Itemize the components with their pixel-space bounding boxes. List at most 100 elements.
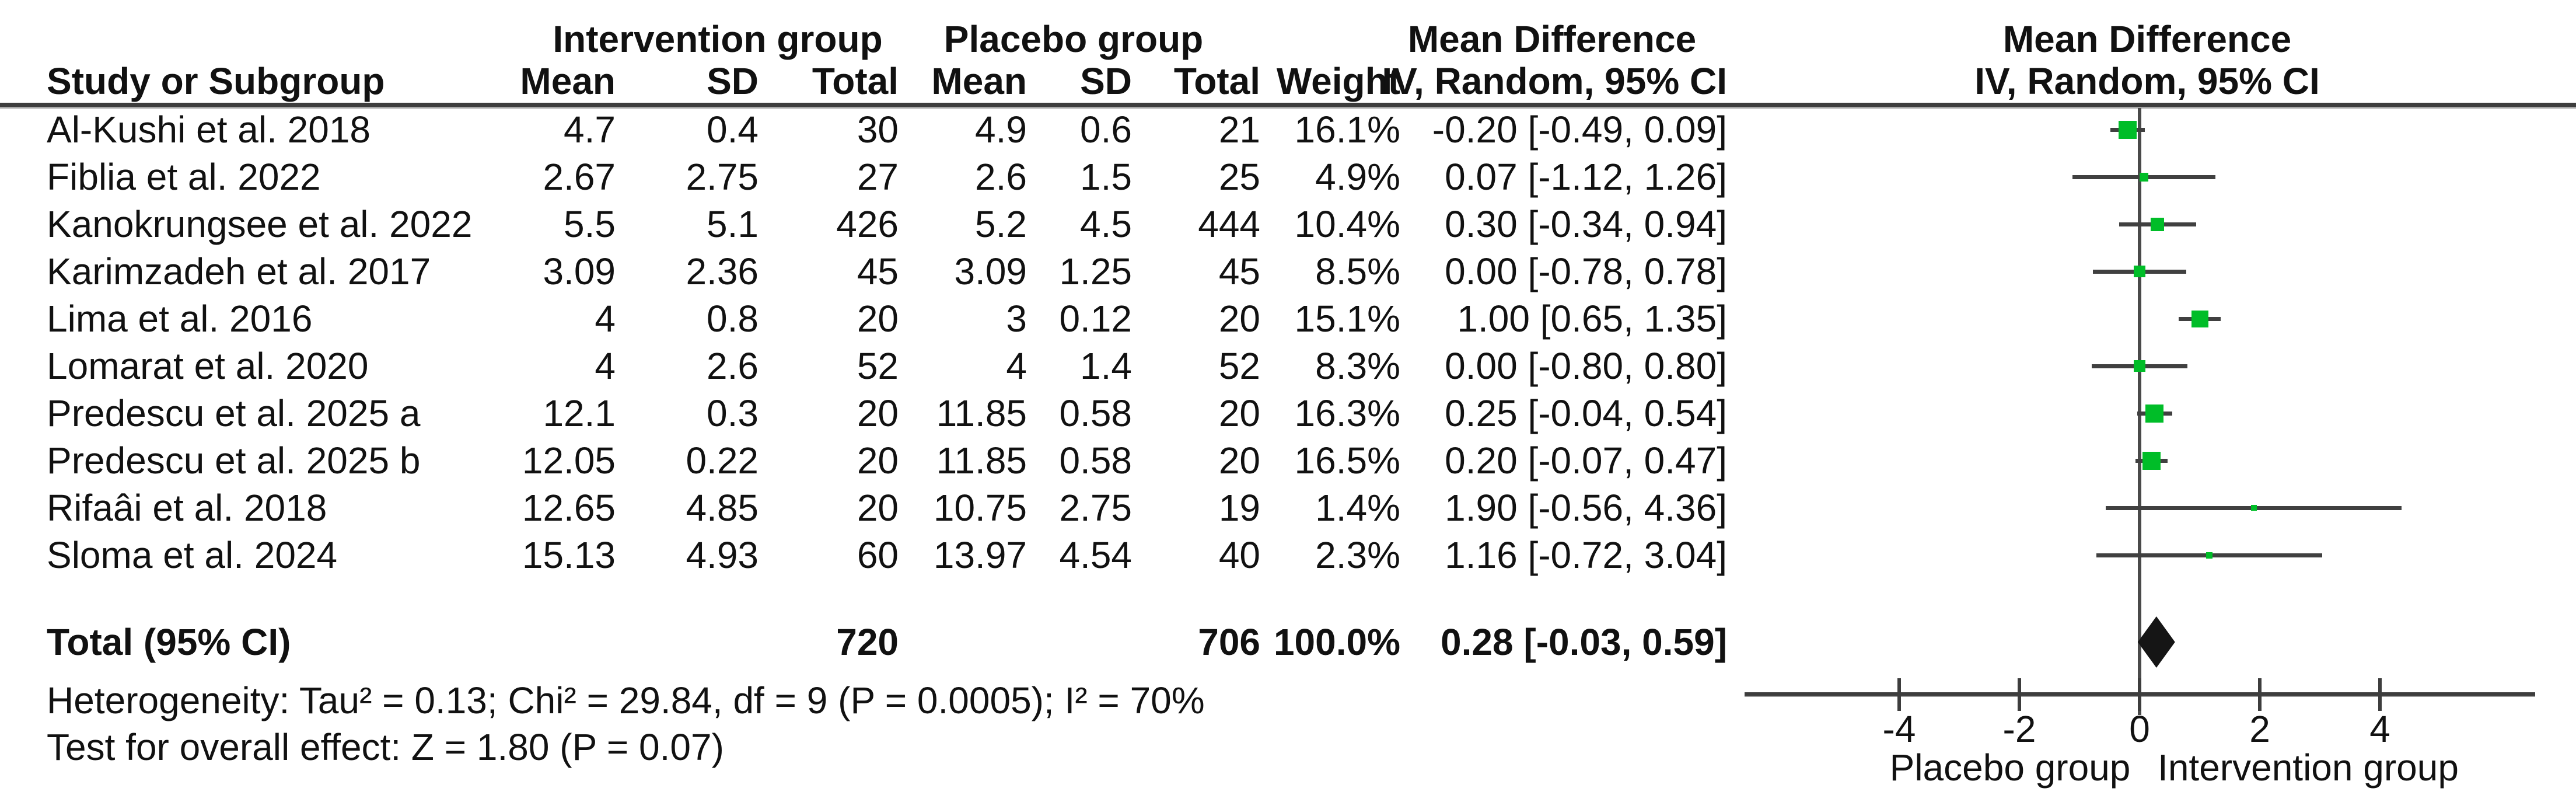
study-row-sd2: 0.6 [1080, 109, 1132, 151]
point-estimate-marker [2142, 451, 2161, 470]
study-row-total2: 20 [1218, 440, 1260, 482]
point-estimate-marker [2134, 360, 2145, 372]
point-estimate-marker [2191, 310, 2208, 327]
study-row-name: Predescu et al. 2025 b [47, 440, 421, 482]
study-row-ci_label: 1.90 [-0.56, 4.36] [1445, 487, 1727, 529]
study-row-sd2: 1.4 [1080, 345, 1132, 387]
study-row-ci_label: -0.20 [-0.49, 0.09] [1432, 109, 1727, 151]
point-estimate-marker [2151, 217, 2165, 231]
study-row-mean1: 15.13 [522, 534, 616, 576]
study-row-name: Predescu et al. 2025 a [47, 392, 421, 434]
study-row-sd1: 2.6 [707, 345, 759, 387]
point-estimate-marker [2134, 266, 2145, 277]
x-axis-tick [2138, 678, 2141, 711]
study-row-ci_label: 1.16 [-0.72, 3.04] [1445, 534, 1727, 576]
study-row-total2: 20 [1218, 392, 1260, 434]
column-header-mean-placebo: Mean [931, 60, 1027, 102]
header-divider-line [0, 103, 2576, 109]
study-row-total1: 30 [857, 109, 899, 151]
study-row-mean1: 3.09 [543, 250, 616, 292]
study-row-sd2: 4.5 [1080, 203, 1132, 245]
x-axis-tick [2378, 678, 2382, 711]
column-header-mean-intervention: Mean [520, 60, 616, 102]
study-row-sd1: 4.93 [686, 534, 759, 576]
study-row-weight: 2.3% [1315, 534, 1400, 576]
study-row-sd2: 0.58 [1059, 440, 1132, 482]
effect-column-header-line2: IV, Random, 95% CI [1382, 60, 1727, 102]
study-row-sd1: 0.3 [707, 392, 759, 434]
plot-header-line1: Mean Difference [2002, 18, 2292, 60]
study-row-total1: 27 [857, 156, 899, 198]
study-row-total1: 20 [857, 440, 899, 482]
x-axis-tick-label: -2 [2002, 708, 2036, 750]
study-row-total1: 426 [836, 203, 899, 245]
study-row-mean1: 2.67 [543, 156, 616, 198]
study-row-total1: 20 [857, 487, 899, 529]
study-row-weight: 15.1% [1294, 298, 1400, 340]
x-axis-tick [2018, 678, 2021, 711]
column-header-study: Study or Subgroup [47, 60, 385, 102]
total-row-weight: 100.0% [1273, 621, 1400, 663]
study-row-total2: 45 [1218, 250, 1260, 292]
study-row-name: Rifaâi et al. 2018 [47, 487, 327, 529]
axis-label-placebo-group: Placebo group [1889, 747, 2131, 789]
study-row-name: Fiblia et al. 2022 [47, 156, 321, 198]
study-row-weight: 16.3% [1294, 392, 1400, 434]
study-row-mean2: 4 [1006, 345, 1027, 387]
group-header-intervention: Intervention group [553, 18, 883, 60]
x-axis-tick-label: 4 [2369, 708, 2390, 750]
group-header-placebo: Placebo group [943, 18, 1204, 60]
study-row-mean2: 4.9 [975, 109, 1027, 151]
study-row-sd1: 0.4 [707, 109, 759, 151]
column-header-total-placebo: Total [1173, 60, 1260, 102]
study-row-name: Al-Kushi et al. 2018 [47, 109, 371, 151]
total-row-ci_label: 0.28 [-0.03, 0.59] [1441, 621, 1727, 663]
study-row-mean1: 5.5 [564, 203, 616, 245]
study-row-weight: 16.5% [1294, 440, 1400, 482]
study-row-ci_label: 0.30 [-0.34, 0.94] [1445, 203, 1727, 245]
study-row-mean2: 3 [1006, 298, 1027, 340]
study-row-sd2: 2.75 [1059, 487, 1132, 529]
study-row-weight: 8.5% [1315, 250, 1400, 292]
point-estimate-marker [2205, 552, 2213, 559]
study-row-name: Lomarat et al. 2020 [47, 345, 369, 387]
study-row-sd2: 4.54 [1059, 534, 1132, 576]
axis-label-intervention-group: Intervention group [2158, 747, 2459, 789]
study-row-mean1: 4 [595, 345, 616, 387]
study-row-sd2: 0.58 [1059, 392, 1132, 434]
study-row-mean1: 12.05 [522, 440, 616, 482]
study-row-total2: 19 [1218, 487, 1260, 529]
study-row-total2: 52 [1218, 345, 1260, 387]
study-row-weight: 1.4% [1315, 487, 1400, 529]
study-row-ci_label: 0.00 [-0.78, 0.78] [1445, 250, 1727, 292]
study-row-mean1: 4 [595, 298, 616, 340]
study-row-ci_label: 0.00 [-0.80, 0.80] [1445, 345, 1727, 387]
study-row-weight: 16.1% [1294, 109, 1400, 151]
study-row-mean1: 12.65 [522, 487, 616, 529]
pooled-effect-diamond [2137, 616, 2175, 668]
study-row-name: Lima et al. 2016 [47, 298, 313, 340]
study-row-name: Karimzadeh et al. 2017 [47, 250, 431, 292]
study-row-sd1: 5.1 [707, 203, 759, 245]
study-row-total2: 444 [1198, 203, 1260, 245]
x-axis-tick [1897, 678, 1901, 711]
study-row-ci_label: 0.07 [-1.12, 1.26] [1445, 156, 1727, 198]
study-row-sd2: 1.25 [1059, 250, 1132, 292]
study-row-total2: 40 [1218, 534, 1260, 576]
study-row-total2: 20 [1218, 298, 1260, 340]
study-row-mean2: 11.85 [936, 440, 1027, 482]
study-row-weight: 8.3% [1315, 345, 1400, 387]
study-row-sd1: 2.36 [686, 250, 759, 292]
effect-column-header-line1: Mean Difference [1407, 18, 1697, 60]
study-row-mean2: 13.97 [933, 534, 1027, 576]
study-row-name: Kanokrungsee et al. 2022 [47, 203, 473, 245]
overall-effect-note: Test for overall effect: Z = 1.80 (P = 0… [47, 726, 724, 768]
study-row-ci_label: 0.20 [-0.07, 0.47] [1445, 440, 1727, 482]
column-header-sd-intervention: SD [707, 60, 759, 102]
study-row-sd1: 0.8 [707, 298, 759, 340]
study-row-sd2: 1.5 [1080, 156, 1132, 198]
study-row-weight: 10.4% [1294, 203, 1400, 245]
